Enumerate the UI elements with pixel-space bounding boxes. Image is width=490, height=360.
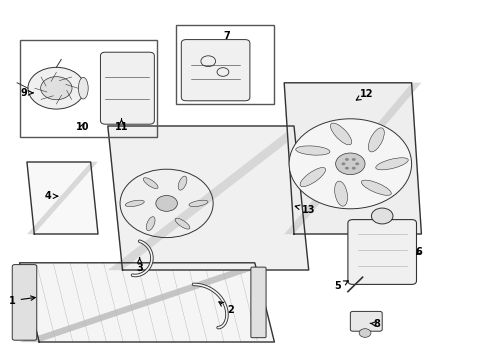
Circle shape <box>345 167 349 170</box>
Text: 1: 1 <box>9 296 35 306</box>
Circle shape <box>352 167 356 170</box>
Polygon shape <box>284 83 421 234</box>
Polygon shape <box>20 263 274 342</box>
Ellipse shape <box>368 128 384 152</box>
Ellipse shape <box>300 167 325 186</box>
Circle shape <box>289 119 412 209</box>
Text: 2: 2 <box>219 302 234 315</box>
Text: 8: 8 <box>370 319 380 329</box>
Circle shape <box>359 329 371 337</box>
Circle shape <box>345 158 349 161</box>
Polygon shape <box>108 126 309 270</box>
Ellipse shape <box>330 123 352 145</box>
Text: 4: 4 <box>45 191 58 201</box>
Ellipse shape <box>361 180 392 195</box>
FancyBboxPatch shape <box>251 267 266 338</box>
Circle shape <box>355 162 359 165</box>
Text: 5: 5 <box>335 281 348 291</box>
FancyBboxPatch shape <box>350 311 382 331</box>
Ellipse shape <box>125 200 144 207</box>
Ellipse shape <box>376 158 408 170</box>
Text: 12: 12 <box>356 89 373 100</box>
Ellipse shape <box>178 176 187 190</box>
Text: 7: 7 <box>223 31 230 41</box>
FancyBboxPatch shape <box>181 40 250 101</box>
Text: 3: 3 <box>136 258 143 273</box>
Text: 6: 6 <box>416 247 422 257</box>
Ellipse shape <box>78 77 88 99</box>
FancyBboxPatch shape <box>100 52 154 124</box>
Circle shape <box>41 77 72 100</box>
Circle shape <box>342 162 345 165</box>
Text: 9: 9 <box>20 88 33 98</box>
Bar <box>176 25 274 104</box>
Ellipse shape <box>296 146 330 155</box>
Polygon shape <box>27 162 98 234</box>
Ellipse shape <box>335 181 347 206</box>
Circle shape <box>336 153 365 175</box>
Circle shape <box>371 208 393 224</box>
Circle shape <box>156 195 177 211</box>
Ellipse shape <box>143 178 158 189</box>
Text: 11: 11 <box>115 119 128 132</box>
Ellipse shape <box>189 200 208 207</box>
Circle shape <box>352 158 356 161</box>
Text: 10: 10 <box>75 122 89 132</box>
Text: 13: 13 <box>295 204 316 215</box>
FancyBboxPatch shape <box>348 220 416 284</box>
Circle shape <box>28 67 85 109</box>
Bar <box>20 40 157 137</box>
FancyBboxPatch shape <box>12 265 37 340</box>
Ellipse shape <box>175 218 190 229</box>
Ellipse shape <box>147 217 155 231</box>
